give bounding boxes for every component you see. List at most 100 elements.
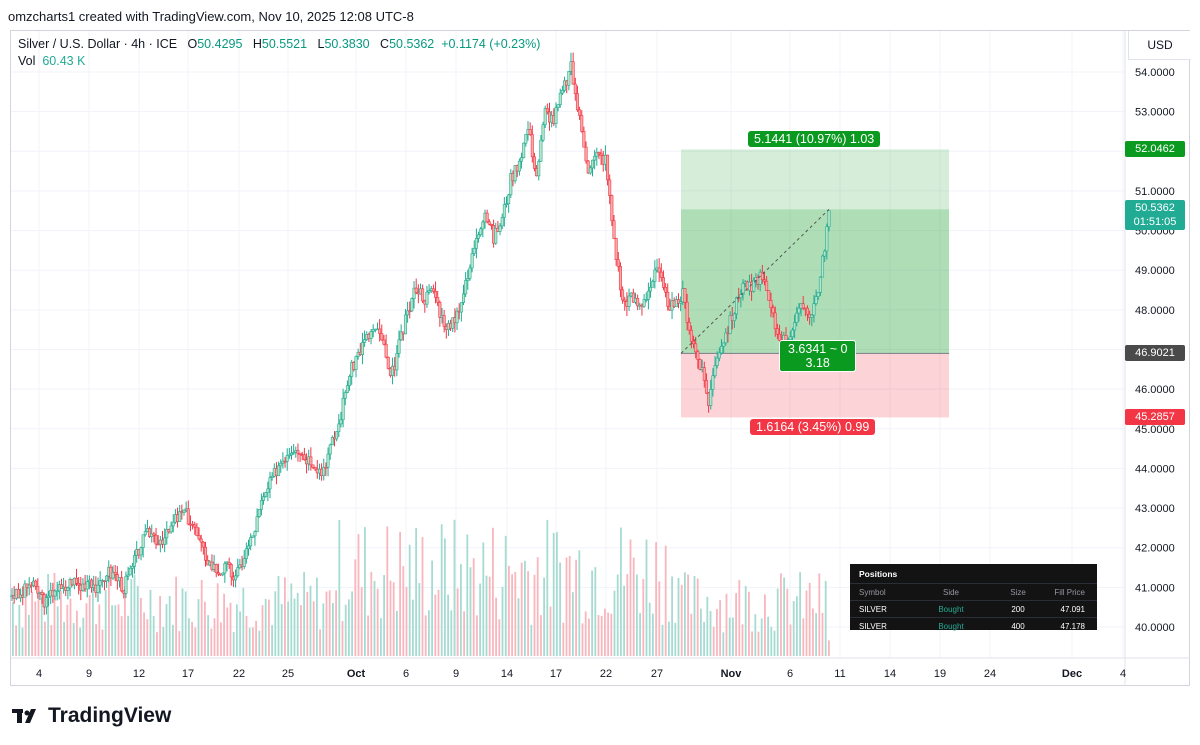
volume-bar xyxy=(242,587,245,656)
candle-body xyxy=(277,465,281,476)
ohlc-legend: Silver / U.S. Dollar · 4h · ICE O50.4295… xyxy=(18,37,540,51)
volume-bar xyxy=(447,594,449,656)
volume-bar xyxy=(677,577,680,656)
volume-bar xyxy=(722,632,725,656)
candle-body xyxy=(111,572,115,579)
candle-body xyxy=(227,561,231,565)
volume-bar xyxy=(239,611,241,656)
volume-bar xyxy=(700,608,702,656)
time-axis-label: 4 xyxy=(1120,668,1126,680)
tradingview-brand[interactable]: TradingView xyxy=(12,704,171,728)
volume-bar xyxy=(629,539,632,656)
volume-bar xyxy=(488,576,491,656)
close-label: C xyxy=(380,37,390,51)
volume-bar xyxy=(770,626,773,656)
volume-bar xyxy=(82,617,85,656)
volume-bar xyxy=(271,625,273,656)
volume-bar xyxy=(578,550,581,656)
volume-bar xyxy=(232,632,235,656)
candle-body xyxy=(436,297,440,303)
volume-bar xyxy=(642,578,645,656)
row-side: Bought xyxy=(915,617,987,634)
volume-bar xyxy=(815,613,817,656)
volume-bar xyxy=(402,566,405,656)
volume-bar xyxy=(34,601,37,656)
candle-body xyxy=(186,508,190,525)
volume-bar xyxy=(111,605,113,656)
volume-bar xyxy=(140,597,142,656)
positions-header-row: Symbol Side Size Fill Price xyxy=(850,583,1097,601)
candle-body xyxy=(812,303,816,316)
volume-bar xyxy=(504,535,507,656)
candle-body xyxy=(406,310,410,316)
stop-info-label[interactable]: 1.6164 (3.45%) 0.99 xyxy=(750,419,876,435)
volume-bar xyxy=(290,583,293,656)
volume-bar xyxy=(399,531,401,656)
candle-body xyxy=(330,436,334,446)
volume-bar xyxy=(108,572,110,656)
volume-bar xyxy=(712,626,715,656)
candle-body xyxy=(464,280,468,295)
time-axis-label: 11 xyxy=(834,668,845,680)
volume-bar xyxy=(316,577,318,656)
table-row[interactable]: SILVER Bought 400 47.178 xyxy=(850,617,1097,634)
symbol-description[interactable]: Silver / U.S. Dollar · 4h · ICE xyxy=(18,37,178,51)
volume-bar xyxy=(351,591,353,656)
target-info-label[interactable]: 5.1441 (10.97%) 1.03 xyxy=(748,131,881,147)
candle-body xyxy=(384,343,388,358)
volume-bar xyxy=(21,627,24,656)
candle-body xyxy=(502,204,506,218)
candle-body xyxy=(513,165,517,182)
volume-bar xyxy=(693,576,696,656)
candle-body xyxy=(96,584,100,593)
candle-body xyxy=(481,221,485,230)
profit-zone xyxy=(681,209,949,354)
volume-bar xyxy=(268,599,270,656)
volume-bar xyxy=(223,593,225,656)
volume-bar xyxy=(760,618,763,656)
candle-body xyxy=(715,357,719,366)
price-axis-label: 53.0000 xyxy=(1135,107,1175,119)
candle-body xyxy=(694,343,698,353)
time-axis-label: 14 xyxy=(884,668,896,680)
volume-bar xyxy=(818,573,821,656)
volume-bar xyxy=(332,602,334,656)
col-symbol: Symbol xyxy=(850,583,915,601)
volume-bar xyxy=(168,595,171,656)
candle-body xyxy=(709,389,713,406)
candle-body xyxy=(223,563,227,574)
volume-bar xyxy=(348,599,350,656)
candle-body xyxy=(627,295,631,307)
candle-body xyxy=(805,307,809,315)
candle-body xyxy=(455,310,459,324)
change-value: +0.1174 (+0.23%) xyxy=(441,37,541,51)
volume-bar xyxy=(114,605,117,656)
volume-bar xyxy=(284,577,286,656)
candle-body xyxy=(98,580,102,586)
currency-selector[interactable]: USD xyxy=(1128,31,1191,60)
candle-body xyxy=(558,92,562,106)
candle-body xyxy=(148,528,152,537)
table-row[interactable]: SILVER Bought 200 47.091 xyxy=(850,600,1097,618)
candle-body xyxy=(343,392,347,399)
candle-body xyxy=(489,223,493,226)
candle-body xyxy=(636,298,640,307)
candle-body xyxy=(593,155,597,161)
candle-body xyxy=(360,342,364,355)
candle-body xyxy=(27,584,31,589)
candle-body xyxy=(610,195,614,222)
volume-bar xyxy=(792,601,795,656)
candle-body xyxy=(537,161,541,177)
volume-bar xyxy=(444,538,446,656)
volume-bar xyxy=(386,526,389,656)
candle-body xyxy=(197,535,201,540)
volume-bar xyxy=(303,571,305,656)
volume-bar xyxy=(207,615,209,656)
row-size: 400 xyxy=(987,617,1049,634)
candle-body xyxy=(524,134,528,144)
candle-body xyxy=(567,71,571,86)
pnl-info-label[interactable]: 3.6341 ~ 0 3.18 xyxy=(779,340,857,372)
candle-body xyxy=(313,467,317,470)
volume-bar xyxy=(533,574,536,656)
